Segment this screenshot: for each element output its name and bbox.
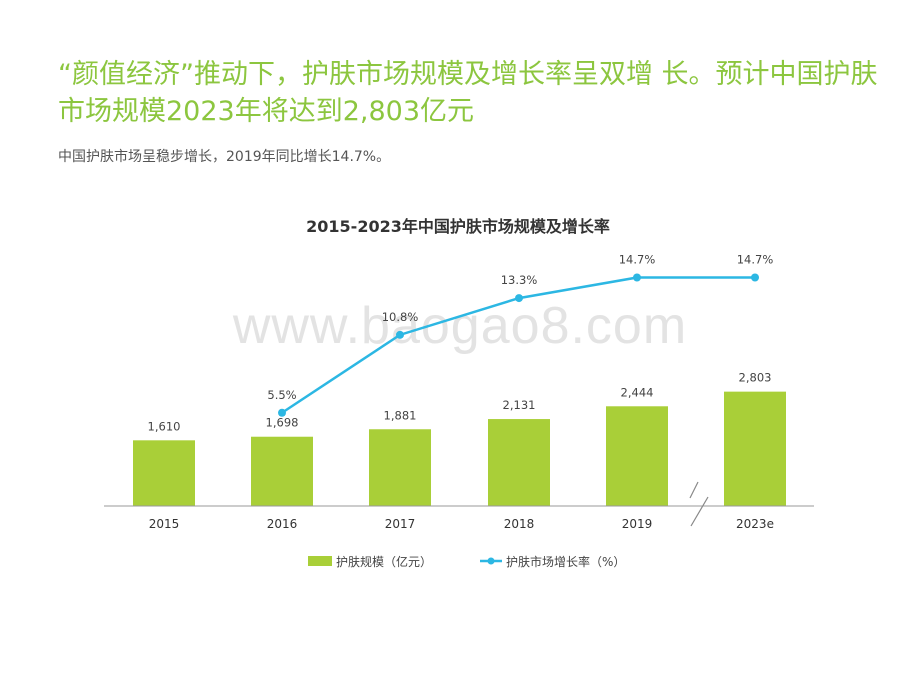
bar-value-label: 1,698: [266, 416, 299, 430]
page-subtitle: 中国护肤市场呈稳步增长，2019年同比增长14.7%。: [58, 149, 391, 165]
line-point: [278, 408, 286, 417]
chart-title: 2015-2023年中国护肤市场规模及增长率: [306, 217, 610, 236]
line-value-label: 14.7%: [737, 253, 774, 267]
line-value-label: 5.5%: [267, 388, 296, 402]
bar: [724, 391, 786, 506]
legend: 护肤规模（亿元） 护肤市场增长率（%）: [308, 554, 625, 569]
line-point: [633, 273, 641, 282]
x-tick-label: 2015: [149, 517, 180, 531]
bar: [369, 429, 431, 506]
bar: [133, 440, 195, 506]
legend-bar-swatch: [308, 556, 332, 566]
line-point: [751, 273, 759, 282]
line-value-label: 13.3%: [501, 273, 538, 287]
bar: [488, 419, 550, 506]
line-series: 5.5% 10.8% 13.3% 14.7% 14.7%: [267, 253, 773, 417]
x-tick-label: 2018: [504, 517, 535, 531]
axis-break-mark: [690, 496, 709, 527]
bar: [606, 406, 668, 506]
x-tick-label: 2019: [622, 517, 653, 531]
x-tick-label: 2016: [267, 517, 298, 531]
bar-series: 1,610 1,698 1,881 2,131 2,444 2,803: [133, 371, 786, 506]
line-point: [396, 330, 404, 339]
bar-value-label: 1,881: [384, 408, 417, 422]
x-tick-label: 2017: [385, 517, 416, 531]
line-value-label: 14.7%: [619, 253, 656, 267]
x-tick-labels: 2015 2016 2017 2018 2019 2023e: [149, 517, 774, 531]
line-point: [515, 294, 523, 303]
legend-line-marker: [487, 557, 495, 565]
legend-bar-label: 护肤规模（亿元）: [336, 554, 432, 569]
bar: [251, 436, 313, 506]
bar-value-label: 2,803: [739, 371, 772, 385]
x-tick-label: 2023e: [736, 517, 774, 531]
x-axis: [104, 481, 814, 527]
legend-line-label: 护肤市场增长率（%）: [506, 554, 625, 569]
bar-value-label: 2,131: [503, 398, 536, 412]
page-headline: “颜值经济”推动下，护肤市场规模及增长率呈双增 长。预计中国护肤市场规模2023…: [58, 59, 878, 127]
axis-break-mark: [689, 481, 699, 499]
watermark: www.baogao8.com: [232, 297, 688, 355]
line-value-label: 10.8%: [382, 310, 419, 324]
bar-value-label: 2,444: [621, 385, 654, 399]
bar-value-label: 1,610: [148, 419, 181, 433]
